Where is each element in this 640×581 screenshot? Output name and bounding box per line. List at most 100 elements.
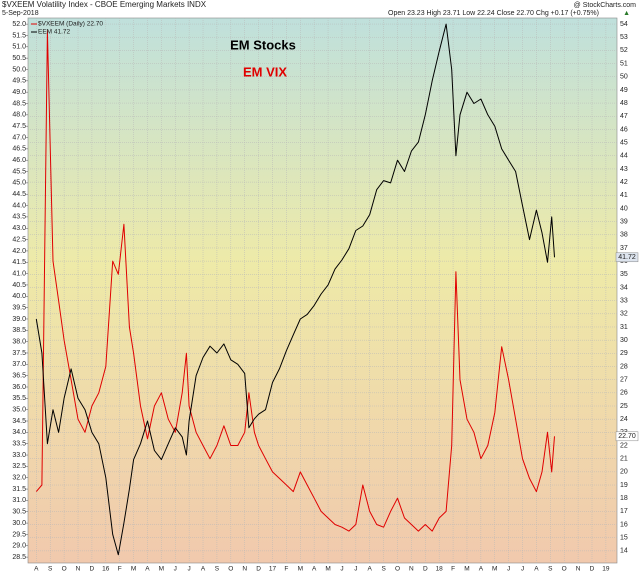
x-tick-label: S (548, 566, 553, 573)
y2-tick-label: 31 (620, 324, 628, 331)
y2-tick-label: 51 (620, 60, 628, 67)
y-tick-label: 35.5 (12, 395, 26, 402)
x-tick-label: N (242, 566, 247, 573)
last-value-box (615, 252, 639, 263)
y-tick-label: 32.5 (12, 463, 26, 470)
credit: @ StockCharts.com (574, 2, 637, 9)
y2-tick-label: 17 (620, 508, 628, 515)
y2-tick-label: 21 (620, 456, 628, 463)
y2-tick-label: 42 (620, 179, 628, 186)
y2-tick-label: 30 (620, 337, 628, 344)
y-tick-label: 40.0 (12, 293, 26, 300)
x-tick-label: O (62, 566, 67, 573)
y2-tick-label: 38 (620, 232, 628, 239)
y2-tick-label: 49 (620, 87, 628, 94)
x-tick-label: A (479, 566, 484, 573)
y2-tick-label: 35 (620, 271, 628, 278)
y2-tick-label: 22 (620, 442, 628, 449)
x-tick-label: D (256, 566, 261, 573)
y-tick-label: 42.5 (12, 236, 26, 243)
y-tick-label: 49.0 (12, 89, 26, 96)
y-tick-label: 46.5 (12, 146, 26, 153)
y2-tick-label: 48 (620, 100, 628, 107)
y2-tick-label: 19 (620, 482, 628, 489)
y-tick-label: 34.0 (12, 429, 26, 436)
x-tick-label: D (90, 566, 95, 573)
y-tick-label: 47.0 (12, 134, 26, 141)
y-tick-label: 38.0 (12, 338, 26, 345)
y2-tick-label: 40 (620, 205, 628, 212)
y2-tick-label: 16 (620, 521, 628, 528)
y-tick-label: 50.5 (12, 55, 26, 62)
x-tick-label: 18 (436, 566, 444, 573)
x-tick-label: O (228, 566, 233, 573)
y2-tick-label: 53 (620, 34, 628, 41)
y-tick-label: 37.5 (12, 350, 26, 357)
date: 5-Sep-2018 (2, 10, 39, 17)
last-value-label: 22.70 (618, 433, 636, 440)
y-tick-label: 29.0 (12, 543, 26, 550)
y-tick-label: 44.0 (12, 202, 26, 209)
grid (28, 18, 617, 563)
y-tick-label: 40.5 (12, 282, 26, 289)
y-tick-label: 51.5 (12, 32, 26, 39)
x-tick-label: N (409, 566, 414, 573)
y2-tick-label: 34 (620, 284, 628, 291)
y2-tick-label: 41 (620, 192, 628, 199)
y-tick-label: 33.5 (12, 441, 26, 448)
x-tick-label: S (215, 566, 220, 573)
x-tick-label: D (423, 566, 428, 573)
y-tick-label: 32.0 (12, 475, 26, 482)
y-tick-label: 39.5 (12, 304, 26, 311)
y-tick-label: 38.5 (12, 327, 26, 334)
x-tick-label: M (492, 566, 497, 573)
y2-tick-label: 28 (620, 363, 628, 370)
y-tick-label: 44.5 (12, 191, 26, 198)
x-tick-label: N (76, 566, 81, 573)
x-tick-label: A (368, 566, 373, 573)
plot-area (27, 17, 618, 564)
quote-arrow: ▲ (623, 10, 630, 17)
y-tick-label: 47.5 (12, 123, 26, 130)
y2-tick-label: 45 (620, 139, 628, 146)
y-tick-label: 35.0 (12, 407, 26, 414)
y-tick-label: 41.5 (12, 259, 26, 266)
y-tick-label: 39.0 (12, 316, 26, 323)
y-tick-label: 51.0 (12, 44, 26, 51)
x-tick-label: J (340, 566, 343, 573)
x-tick-label: S (381, 566, 386, 573)
y-tick-label: 46.0 (12, 157, 26, 164)
y-tick-label: 31.0 (12, 497, 26, 504)
y2-tick-label: 26 (620, 390, 628, 397)
y2-tick-label: 50 (620, 74, 628, 81)
x-tick-label: D (590, 566, 595, 573)
annotation: EM Stocks (230, 37, 296, 52)
x-tick-label: J (354, 566, 357, 573)
y2-tick-label: 54 (620, 21, 628, 28)
series-line (35, 30, 555, 532)
y2-tick-label: 33 (620, 297, 628, 304)
x-tick-label: J (188, 566, 191, 573)
y2-tick-label: 46 (620, 126, 628, 133)
x-tick-label: A (534, 566, 539, 573)
y-tick-label: 49.5 (12, 78, 26, 85)
x-tick-label: M (131, 566, 136, 573)
y-tick-label: 48.5 (12, 100, 26, 107)
x-tick-label: 16 (102, 566, 110, 573)
x-tick-label: F (451, 566, 455, 573)
y-tick-label: 30.0 (12, 520, 26, 527)
y2-tick-label: 43 (620, 166, 628, 173)
x-tick-label: 17 (269, 566, 277, 573)
y-tick-label: 33.0 (12, 452, 26, 459)
y2-tick-label: 18 (620, 495, 628, 502)
y-tick-label: 48.0 (12, 112, 26, 119)
y-tick-label: 41.0 (12, 270, 26, 277)
y-tick-label: 45.0 (12, 180, 26, 187)
y2-tick-label: 32 (620, 311, 628, 318)
quote: Open 23.23 High 23.71 Low 22.24 Close 22… (388, 10, 599, 17)
legend-label: EEM 41.72 (38, 29, 71, 36)
y-tick-label: 52.0 (12, 21, 26, 28)
y-tick-label: 29.5 (12, 531, 26, 538)
y-tick-label: 50.0 (12, 66, 26, 73)
